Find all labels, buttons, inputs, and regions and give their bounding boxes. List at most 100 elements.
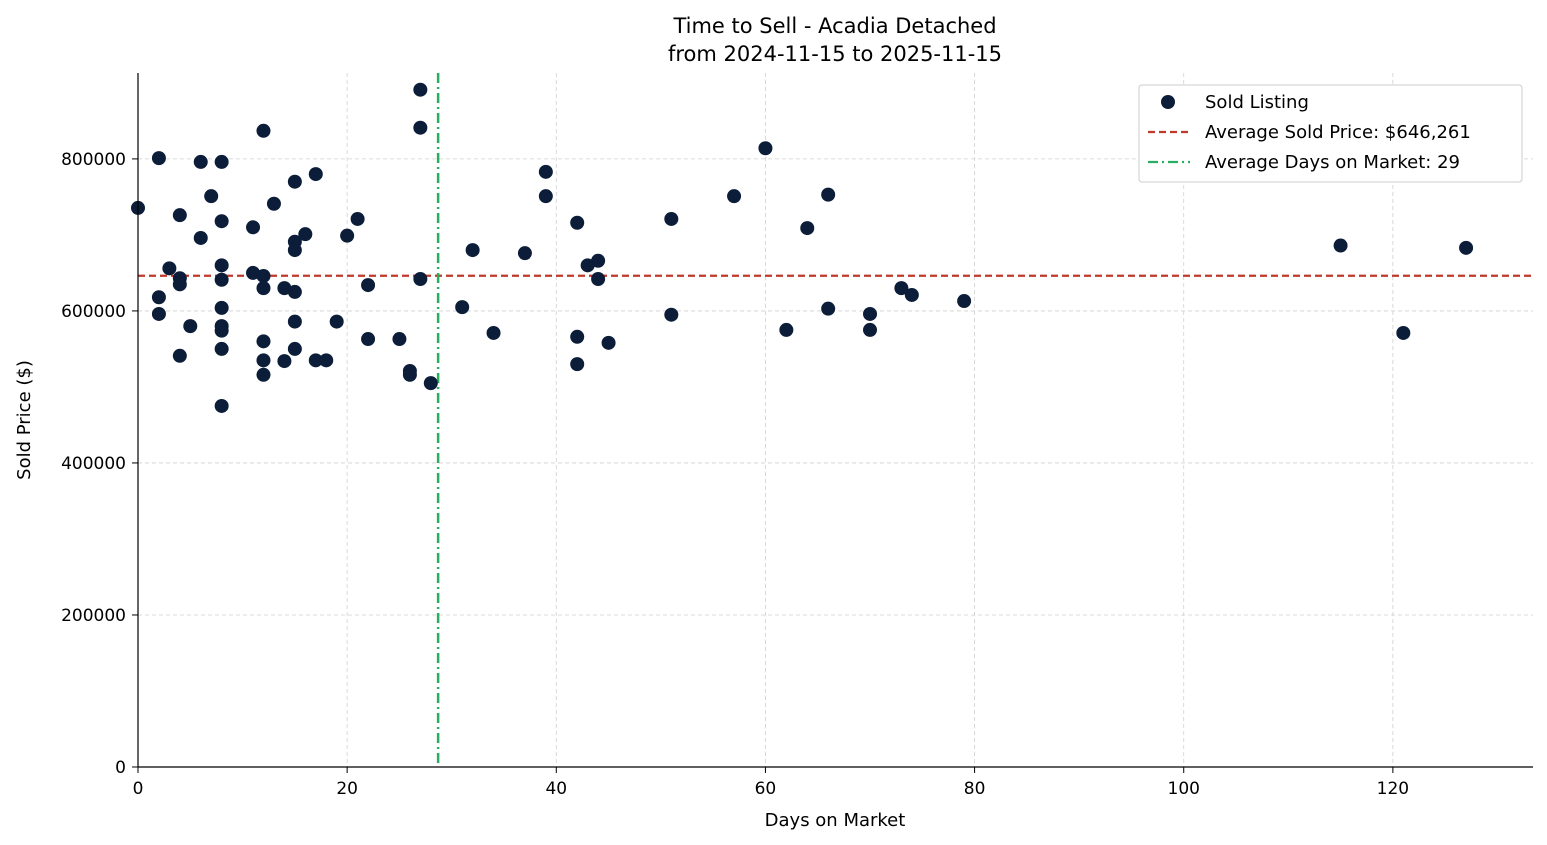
data-point bbox=[287, 284, 302, 299]
data-point bbox=[162, 261, 177, 276]
x-tick-label: 40 bbox=[545, 779, 567, 799]
legend-box bbox=[1138, 84, 1523, 183]
data-point bbox=[1396, 325, 1411, 340]
legend-label-points: Sold Listing bbox=[1205, 92, 1309, 113]
data-point bbox=[664, 307, 679, 322]
data-point bbox=[256, 123, 271, 138]
data-point bbox=[183, 319, 198, 334]
data-point bbox=[204, 189, 219, 204]
data-point bbox=[214, 214, 229, 229]
y-axis-label: Sold Price ($) bbox=[14, 360, 35, 480]
data-point bbox=[172, 277, 187, 292]
data-point bbox=[904, 287, 919, 302]
data-point bbox=[486, 325, 501, 340]
data-point bbox=[214, 258, 229, 273]
data-point bbox=[1333, 238, 1348, 253]
data-point bbox=[779, 322, 794, 337]
data-point bbox=[570, 329, 585, 344]
data-point bbox=[319, 353, 334, 368]
data-point bbox=[570, 357, 585, 372]
data-point bbox=[329, 314, 344, 329]
data-point bbox=[957, 294, 972, 309]
x-tick-label: 60 bbox=[755, 779, 777, 799]
data-point bbox=[517, 246, 532, 261]
chart-subtitle: from 2024-11-15 to 2025-11-15 bbox=[668, 42, 1002, 66]
x-tick-label: 20 bbox=[336, 779, 358, 799]
x-tick-label: 120 bbox=[1377, 779, 1409, 799]
data-point bbox=[266, 196, 281, 211]
data-point bbox=[214, 323, 229, 338]
x-tick-label: 100 bbox=[1168, 779, 1200, 799]
data-point bbox=[413, 82, 428, 97]
data-point bbox=[570, 215, 585, 230]
data-point bbox=[758, 141, 773, 156]
data-point bbox=[340, 228, 355, 243]
legend: Sold Listing Average Sold Price: $646,26… bbox=[1138, 84, 1523, 183]
y-tick-label: 0 bbox=[115, 758, 126, 778]
points bbox=[131, 82, 1474, 413]
legend-label-avg-days: Average Days on Market: 29 bbox=[1205, 152, 1460, 173]
data-point bbox=[214, 154, 229, 169]
data-point bbox=[465, 243, 480, 258]
data-point bbox=[214, 341, 229, 356]
data-point bbox=[151, 151, 166, 166]
data-point bbox=[256, 268, 271, 283]
data-point bbox=[821, 187, 836, 202]
data-point bbox=[580, 258, 595, 273]
data-point bbox=[214, 300, 229, 315]
data-point bbox=[256, 353, 271, 368]
data-point bbox=[538, 189, 553, 204]
data-point bbox=[172, 208, 187, 223]
x-tick-label: 0 bbox=[133, 779, 144, 799]
data-point bbox=[423, 376, 438, 391]
data-point bbox=[894, 281, 909, 296]
data-point bbox=[287, 174, 302, 189]
data-point bbox=[664, 211, 679, 226]
data-point bbox=[256, 367, 271, 382]
data-point bbox=[350, 211, 365, 226]
data-point bbox=[193, 154, 208, 169]
data-point bbox=[413, 120, 428, 135]
legend-label-avg-price: Average Sold Price: $646,261 bbox=[1205, 122, 1471, 143]
data-point bbox=[402, 367, 417, 382]
data-point bbox=[727, 189, 742, 204]
legend-marker-points bbox=[1161, 95, 1175, 109]
data-point bbox=[361, 332, 376, 347]
data-point bbox=[308, 167, 323, 182]
data-point bbox=[863, 306, 878, 321]
data-point bbox=[308, 353, 323, 368]
data-point bbox=[256, 281, 271, 296]
data-point bbox=[455, 300, 470, 315]
data-point bbox=[277, 354, 292, 369]
data-point bbox=[863, 322, 878, 337]
data-point bbox=[591, 253, 606, 268]
chart-title: Time to Sell - Acadia Detached bbox=[672, 14, 996, 38]
data-point bbox=[601, 335, 616, 350]
data-point bbox=[413, 271, 428, 286]
data-point bbox=[246, 220, 261, 235]
x-axis-label: Days on Market bbox=[765, 810, 906, 831]
data-point bbox=[151, 306, 166, 321]
axis-ticks: 0 20 40 60 80 100 120 0 200000 400000 600000 800000 bbox=[61, 150, 1409, 799]
data-point bbox=[821, 301, 836, 316]
data-point bbox=[151, 290, 166, 305]
data-point bbox=[1459, 240, 1474, 255]
x-tick-label: 80 bbox=[964, 779, 986, 799]
data-point bbox=[214, 398, 229, 413]
data-point bbox=[172, 348, 187, 363]
data-point bbox=[361, 278, 376, 293]
y-tick-label: 400000 bbox=[61, 454, 126, 474]
data-point bbox=[214, 272, 229, 287]
data-point bbox=[392, 332, 407, 347]
data-point bbox=[193, 230, 208, 245]
data-point bbox=[591, 271, 606, 286]
data-point bbox=[287, 314, 302, 329]
y-tick-label: 200000 bbox=[61, 606, 126, 626]
data-point bbox=[538, 164, 553, 179]
data-point bbox=[800, 221, 815, 236]
y-tick-label: 800000 bbox=[61, 150, 126, 170]
y-tick-label: 600000 bbox=[61, 302, 126, 322]
data-point bbox=[287, 341, 302, 356]
data-point bbox=[287, 243, 302, 258]
